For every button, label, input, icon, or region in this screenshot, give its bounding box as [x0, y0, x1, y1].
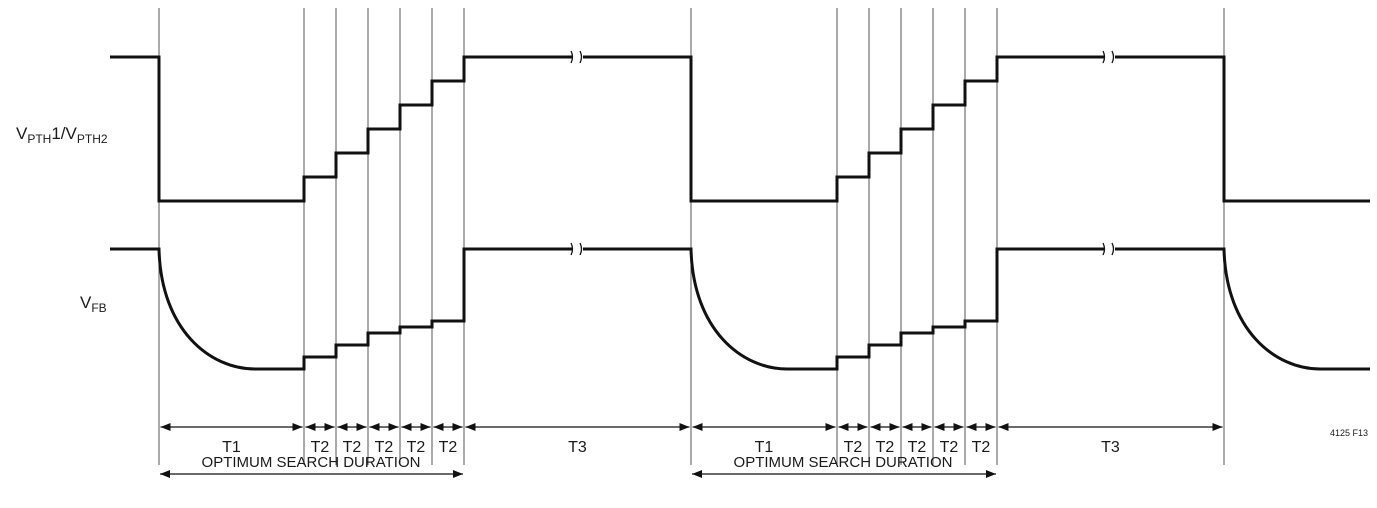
interval-label: T2 — [876, 439, 895, 456]
search-duration-label-1: OPTIMUM SEARCH DURATION — [202, 454, 421, 471]
interval-label: T3 — [1101, 439, 1120, 456]
vfb-signal-label: VFB — [80, 293, 107, 315]
break-marks — [570, 50, 1115, 256]
figure-code: 4125 F13 — [1330, 428, 1368, 438]
interval-label: T2 — [311, 439, 330, 456]
interval-label: T2 — [407, 439, 426, 456]
vpth-waveform — [110, 55, 1370, 203]
interval-label: T3 — [568, 439, 587, 456]
search-duration-label-2: OPTIMUM SEARCH DURATION — [734, 454, 953, 471]
interval-label: T2 — [972, 439, 991, 456]
search-duration-markers: OPTIMUM SEARCH DURATION OPTIMUM SEARCH D… — [160, 454, 996, 478]
interval-label: T2 — [343, 439, 362, 456]
interval-label: T2 — [940, 439, 959, 456]
interval-dimensions: T1 T2 T2 T2 T2 T2 T3 T1 T2 T2 T2 T2 T2 T3 — [160, 423, 1223, 456]
vfb-waveform — [110, 247, 1370, 371]
interval-label: T2 — [844, 439, 863, 456]
interval-label: T2 — [375, 439, 394, 456]
interval-label: T1 — [222, 439, 241, 456]
vpth-signal-label: VPTH1/VPTH2 — [16, 124, 108, 146]
interval-label: T1 — [755, 439, 774, 456]
interval-label: T2 — [439, 439, 458, 456]
interval-label: T2 — [908, 439, 927, 456]
